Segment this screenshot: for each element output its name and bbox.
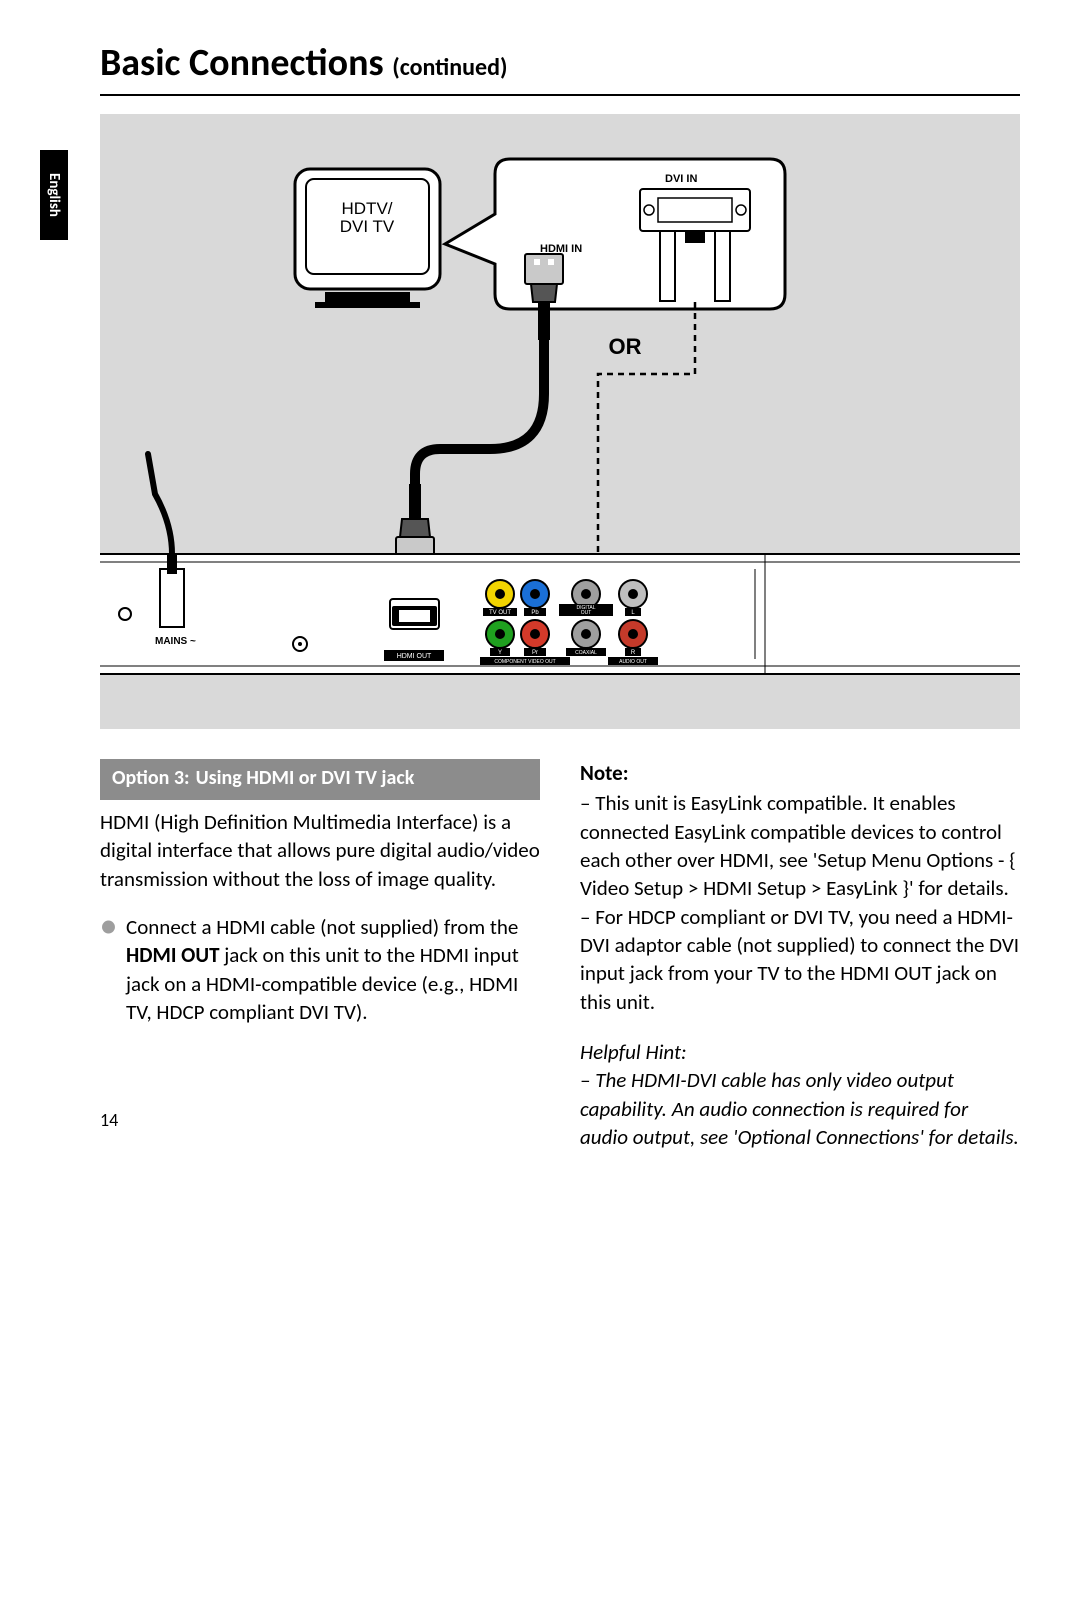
svg-text:TV OUT: TV OUT [489,610,511,616]
bullet-pre: Connect a HDMI cable (not supplied) from… [126,914,518,940]
diagram-svg: HDTV/ DVI TV HDMI IN DVI IN [100,114,1020,729]
page-title-row: Basic Connections (continued) [100,40,1020,96]
dvi-in-label: DVI IN [665,173,697,185]
svg-text:HDTV/: HDTV/ [342,199,393,218]
page-number: 14 [100,1109,118,1131]
hdmi-cable-solid [415,340,544,516]
svg-text:Y: Y [498,650,502,656]
svg-text:DVI TV: DVI TV [340,217,395,236]
page-title-continued: (continued) [392,53,507,82]
bullet-text: Connect a HDMI cable (not supplied) from… [126,913,540,1026]
option-title: Using HDMI or DVI TV jack [196,765,528,792]
hdmi-description: HDMI (High Definition Multimedia Interfa… [100,808,540,893]
note-2: – For HDCP compliant or DVI TV, you need… [580,903,1020,1016]
option-number: Option 3: [112,765,190,792]
bullet-icon: ● [100,913,126,1026]
left-column: Option 3: Using HDMI or DVI TV jack HDMI… [100,759,540,1151]
right-column: Note: – This unit is EasyLink compatible… [580,759,1020,1151]
hdmi-out-label: HDMI OUT [397,653,432,660]
hint-heading: Helpful Hint: [580,1038,1020,1066]
svg-text:R: R [631,650,636,656]
content-columns: Option 3: Using HDMI or DVI TV jack HDMI… [100,759,1020,1151]
svg-text:Pb: Pb [531,610,539,616]
hint-body: – The HDMI-DVI cable has only video outp… [580,1066,1020,1151]
tv-icon: HDTV/ DVI TV [295,169,440,308]
helpful-hint: Helpful Hint: – The HDMI-DVI cable has o… [580,1038,1020,1151]
or-label: OR [609,334,642,359]
bullet-bold: HDMI OUT [126,942,220,968]
language-tab: English [40,150,68,240]
option-header: Option 3: Using HDMI or DVI TV jack [100,759,540,800]
note-1: – This unit is EasyLink compatible. It e… [580,789,1020,902]
svg-text:AUDIO OUT: AUDIO OUT [619,659,647,665]
page-title: Basic Connections [100,40,392,86]
mains-label: MAINS ~ [155,636,196,647]
svg-text:OUT: OUT [581,610,592,616]
note-heading: Note: [580,759,1020,787]
svg-text:COAXIAL: COAXIAL [575,650,597,656]
svg-text:COMPONENT VIDEO OUT: COMPONENT VIDEO OUT [494,659,555,665]
callout-bubble: HDMI IN DVI IN [445,159,785,340]
player-back-panel: MAINS ~ HDMI OUT [100,454,1020,674]
instruction-bullet: ● Connect a HDMI cable (not supplied) fr… [100,913,540,1026]
svg-text:Pr: Pr [532,650,538,656]
connection-diagram: HDTV/ DVI TV HDMI IN DVI IN [100,114,1020,729]
